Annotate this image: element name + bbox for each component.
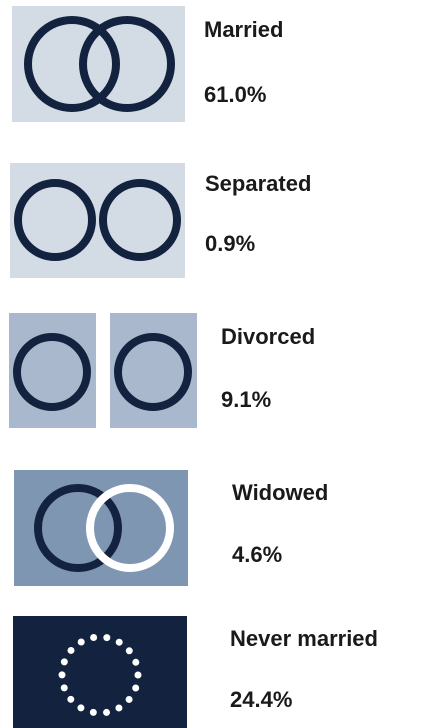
status-label: Divorced [221,324,315,349]
ring-icon [114,333,192,411]
status-label: Never married [230,626,378,651]
married-item: Married 61.0% [12,6,283,122]
status-percent: 4.6% [232,542,282,567]
status-percent: 24.4% [230,687,292,712]
ring-icon [99,179,181,261]
icon-background [13,616,187,728]
widowed-item: Widowed 4.6% [14,470,328,586]
status-label: Separated [205,171,311,196]
icon-background [12,6,185,122]
status-percent: 61.0% [204,82,266,107]
ring-icon [24,16,120,112]
ring-icon [86,484,174,572]
ring-icon [34,484,122,572]
status-label: Married [204,17,283,42]
status-percent: 0.9% [205,231,255,256]
separated-item: Separated 0.9% [10,163,311,278]
icon-background [14,470,188,586]
divorced-item: Divorced 9.1% [9,313,315,428]
ring-icon [13,333,91,411]
ring-icon [14,179,96,261]
icon-background [10,163,185,278]
status-percent: 9.1% [221,387,271,412]
dotted-ring-icon [58,633,142,717]
ring-icon [79,16,175,112]
never-married-item: Never married 24.4% [13,616,378,728]
status-label: Widowed [232,480,328,505]
